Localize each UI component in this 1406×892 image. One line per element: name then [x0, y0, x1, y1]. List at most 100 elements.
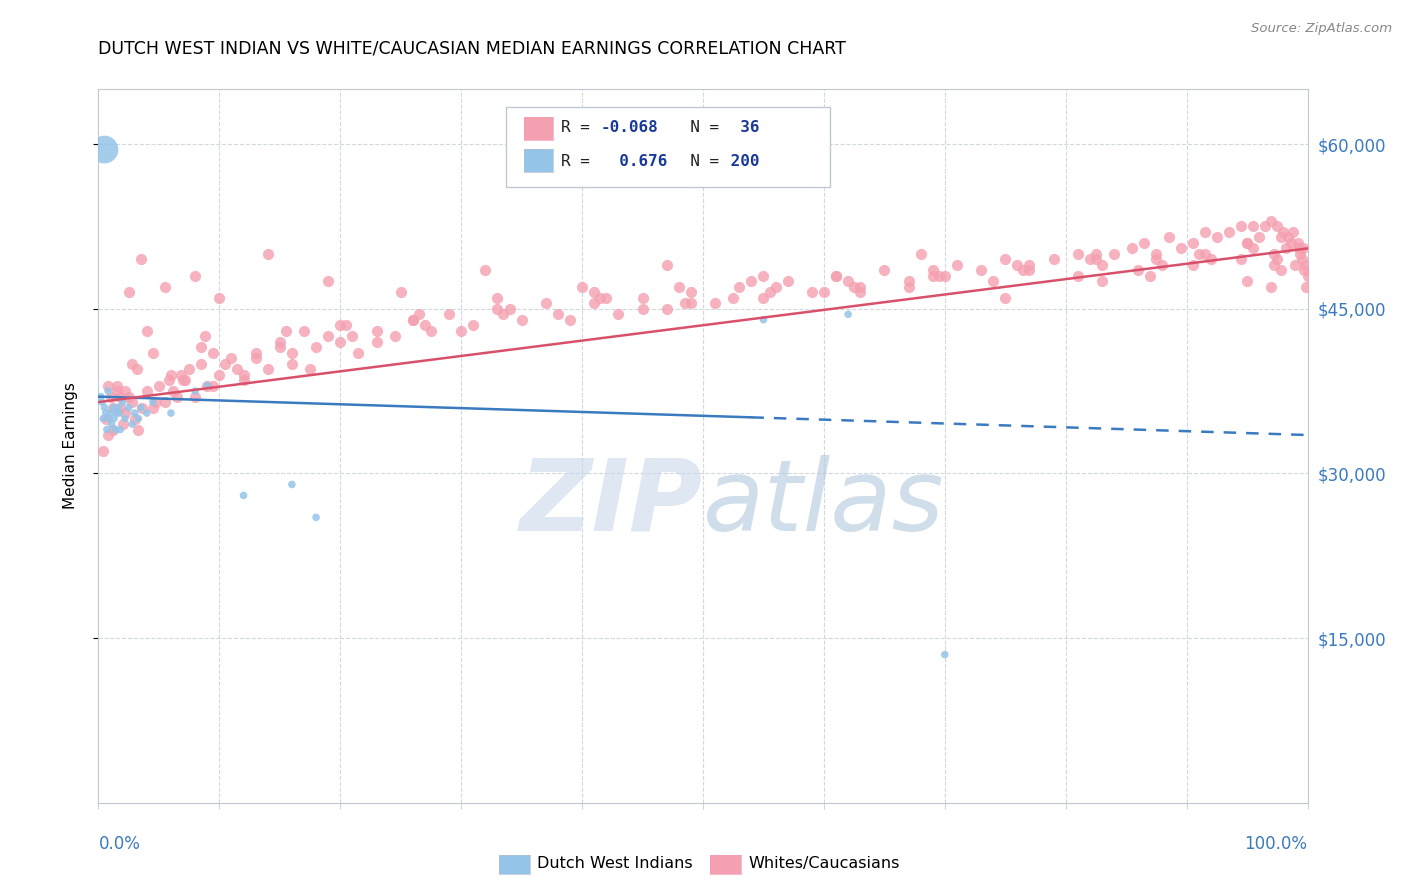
Point [316, 274, 339, 288]
Point [1188, 247, 1211, 261]
Point [153, 395, 176, 409]
Point [174, 373, 197, 387]
Point [97, 428, 120, 442]
Point [1294, 258, 1316, 272]
Point [723, 291, 745, 305]
Point [1277, 230, 1299, 244]
Text: N =: N = [671, 154, 718, 169]
Point [292, 324, 315, 338]
Text: -0.068: -0.068 [600, 120, 658, 136]
Point [1085, 252, 1108, 267]
Point [765, 280, 787, 294]
Point [91, 444, 114, 458]
Point [1241, 219, 1264, 234]
Point [934, 648, 956, 662]
Point [1012, 263, 1035, 277]
Point [934, 268, 956, 283]
Text: R =: R = [561, 154, 599, 169]
Point [673, 296, 696, 310]
Text: 0.676: 0.676 [600, 154, 668, 169]
Point [1018, 258, 1040, 272]
Point [1067, 247, 1090, 261]
Point [486, 291, 509, 305]
Point [127, 362, 149, 376]
Point [1078, 252, 1101, 267]
Point [800, 285, 823, 300]
Point [135, 324, 157, 338]
Point [1249, 230, 1271, 244]
Point [105, 384, 128, 398]
Point [1121, 241, 1143, 255]
Point [94, 406, 117, 420]
Point [127, 423, 149, 437]
Point [389, 285, 412, 300]
Point [142, 401, 165, 415]
Point [1067, 268, 1090, 283]
Point [897, 280, 920, 294]
Point [100, 417, 122, 431]
Point [844, 280, 866, 294]
Point [118, 285, 141, 300]
Point [571, 280, 593, 294]
Point [558, 312, 581, 326]
Point [1206, 230, 1229, 244]
Point [232, 368, 254, 382]
Point [179, 362, 201, 376]
Point [111, 417, 134, 431]
Point [994, 252, 1017, 267]
Point [758, 285, 780, 300]
Point [100, 406, 122, 420]
Point [245, 345, 267, 359]
Point [728, 280, 751, 294]
Point [153, 280, 176, 294]
Point [232, 488, 254, 502]
Point [114, 406, 136, 420]
Point [1263, 247, 1285, 261]
Point [1007, 258, 1029, 272]
Point [256, 247, 278, 261]
Point [1236, 274, 1258, 288]
Point [1102, 247, 1125, 261]
Text: R =: R = [561, 120, 599, 136]
Point [195, 378, 218, 392]
Point [104, 423, 127, 437]
Point [492, 307, 515, 321]
Point [114, 411, 136, 425]
Point [873, 263, 896, 277]
Point [124, 411, 146, 425]
Point [1152, 258, 1174, 272]
Point [1267, 219, 1289, 234]
Point [1128, 263, 1150, 277]
Point [897, 274, 920, 288]
Point [118, 390, 141, 404]
Point [970, 263, 993, 277]
Point [281, 477, 304, 491]
Point [160, 368, 183, 382]
Point [366, 324, 388, 338]
Point [510, 312, 533, 326]
Point [1042, 252, 1064, 267]
Point [118, 401, 141, 415]
Point [1282, 225, 1305, 239]
Point [631, 301, 654, 316]
Point [1260, 280, 1282, 294]
Point [166, 390, 188, 404]
Point [108, 401, 131, 415]
Point [946, 258, 969, 272]
Point [776, 274, 799, 288]
Point [910, 247, 932, 261]
Point [256, 362, 278, 376]
Point [631, 291, 654, 305]
Point [121, 357, 143, 371]
Point [108, 423, 131, 437]
Point [105, 378, 128, 392]
Point [142, 395, 165, 409]
Point [534, 296, 557, 310]
Point [97, 378, 120, 392]
Point [1288, 241, 1310, 255]
Text: atlas: atlas [703, 455, 945, 551]
Point [162, 384, 184, 398]
Point [269, 340, 291, 354]
Point [245, 351, 267, 366]
Point [1286, 235, 1309, 250]
